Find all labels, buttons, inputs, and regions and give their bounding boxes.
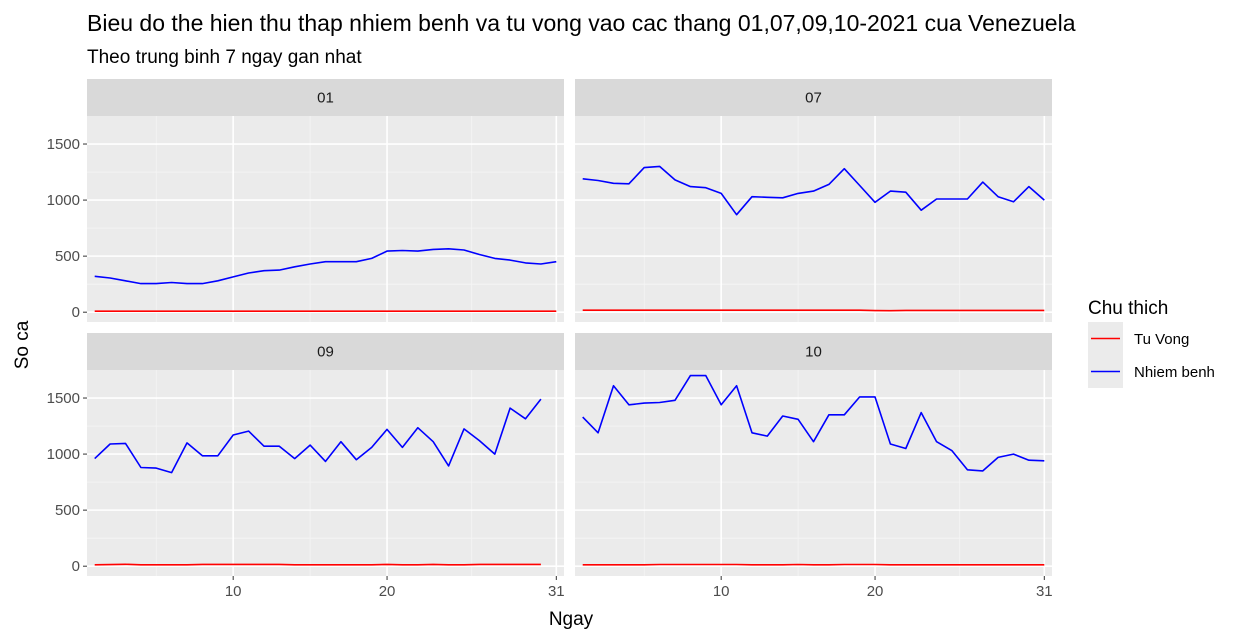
x-tick-label: 31 bbox=[1036, 583, 1053, 600]
y-tick-label: 1500 bbox=[47, 136, 80, 153]
facet-strip bbox=[87, 79, 564, 116]
facet-strip bbox=[575, 79, 1052, 116]
x-tick-label: 20 bbox=[867, 583, 884, 600]
series-line-nhiem-benh bbox=[94, 248, 557, 285]
facet-panel-07: 07 bbox=[575, 79, 1052, 322]
series-line-tu-vong bbox=[94, 563, 541, 566]
series-line-nhiem-benh bbox=[94, 398, 542, 474]
y-tick-label: 500 bbox=[55, 248, 80, 265]
y-tick-label: 1000 bbox=[47, 446, 80, 463]
facet-panel-01: 01 0 500 1000 1500 bbox=[47, 79, 564, 322]
series-line-nhiem-benh bbox=[582, 374, 1045, 472]
facet-strip-label: 09 bbox=[317, 344, 334, 361]
x-axis-label: Ngay bbox=[549, 609, 594, 630]
y-axis-label: So ca bbox=[12, 320, 33, 369]
facet-strip-label: 07 bbox=[805, 90, 822, 107]
facet-panel-09: 09 0 500 1000 1500 10 20 31 bbox=[47, 333, 565, 600]
facet-panel-10: 10 10 20 31 bbox=[575, 333, 1053, 600]
y-tick-label: 0 bbox=[72, 304, 80, 321]
panel-background bbox=[87, 370, 564, 576]
facet-strip-label: 01 bbox=[317, 90, 334, 107]
facet-strip-label: 10 bbox=[805, 344, 822, 361]
panel-background bbox=[575, 370, 1052, 576]
chart-subtitle: Theo trung binh 7 ngay gan nhat bbox=[87, 47, 362, 68]
legend: Chu thich Tu Vong Nhiem benh bbox=[1088, 298, 1215, 388]
x-tick-label: 10 bbox=[713, 583, 730, 600]
legend-entry-label: Nhiem benh bbox=[1134, 364, 1215, 381]
x-tick-label: 10 bbox=[225, 583, 242, 600]
y-tick-label: 1500 bbox=[47, 390, 80, 407]
x-tick-label: 31 bbox=[548, 583, 565, 600]
chart-title: Bieu do the hien thu thap nhiem benh va … bbox=[87, 10, 1076, 36]
y-tick-label: 0 bbox=[72, 558, 80, 575]
series-line-nhiem-benh bbox=[582, 165, 1045, 216]
facet-strip bbox=[575, 333, 1052, 370]
legend-entry-label: Tu Vong bbox=[1134, 331, 1189, 348]
panel-background bbox=[575, 116, 1052, 322]
facet-strip bbox=[87, 333, 564, 370]
y-tick-label: 500 bbox=[55, 502, 80, 519]
x-tick-label: 20 bbox=[379, 583, 396, 600]
panel-background bbox=[87, 116, 564, 322]
legend-title: Chu thich bbox=[1088, 298, 1168, 319]
y-tick-label: 1000 bbox=[47, 192, 80, 209]
series-line-tu-vong bbox=[582, 309, 1045, 312]
